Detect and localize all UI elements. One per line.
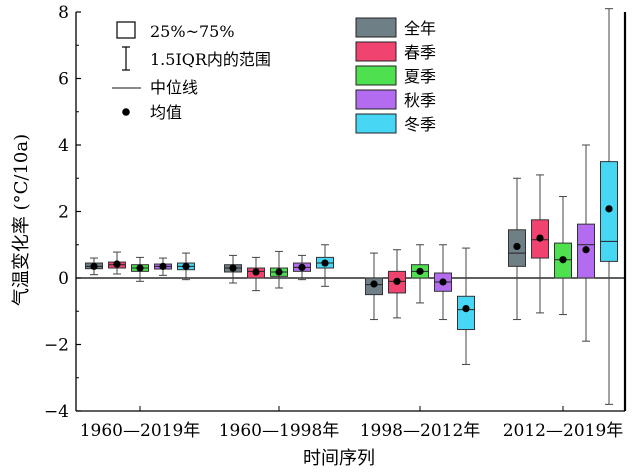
box-1-4: [316, 244, 334, 287]
x-tick-label: 1960—1998年: [219, 421, 340, 441]
box-3-0: [508, 177, 526, 321]
box-2-2: [411, 244, 429, 304]
y-tick-label: 4: [58, 136, 69, 156]
box-0-4: [177, 252, 195, 281]
legend-series-label: 春季: [404, 43, 436, 62]
mean-dot: [136, 264, 144, 272]
legend-box-glyph: [116, 21, 136, 39]
mean-dot: [90, 262, 98, 270]
legend-swatch: [355, 41, 397, 62]
box-1-1: [247, 256, 265, 292]
legend-label-mean: 均值: [150, 103, 182, 122]
legend-stats: 25%~75% 1.5IQR内的范围 中位线 均值: [150, 22, 271, 122]
y-tick-label: 6: [58, 70, 69, 90]
plot-area: [76, 8, 625, 405]
x-tick-label: 1998—2012年: [360, 421, 481, 441]
mean-dot: [370, 280, 378, 288]
box-2-3: [434, 244, 452, 321]
mean-dot: [159, 262, 167, 270]
box-2-4: [457, 247, 475, 365]
box-2-1: [388, 249, 406, 319]
y-tick-label: −2: [44, 336, 69, 356]
mean-dot: [275, 268, 283, 276]
mean-dot: [182, 262, 190, 270]
y-tick-label: 8: [58, 3, 69, 23]
legend-series-label: 全年: [404, 19, 436, 38]
legend-series-label: 夏季: [404, 67, 436, 86]
mean-dot: [321, 259, 329, 267]
x-tick-label: 2012—2019年: [503, 421, 624, 441]
legend-label-median: 中位线: [150, 78, 198, 97]
legend-series-label: 秋季: [404, 91, 436, 110]
mean-dot: [416, 267, 424, 275]
box-1-3: [293, 254, 311, 281]
legend-swatch: [355, 65, 397, 86]
mean-dot: [462, 304, 470, 313]
mean-dot: [582, 246, 590, 254]
box-1-2: [270, 250, 288, 289]
axes: −4 −2 0 2 4 6 8 1960—2019年 1960—1998年 1998—2012年 2…: [44, 3, 627, 441]
legend-label-whisker: 1.5IQR内的范围: [150, 50, 271, 69]
legend-swatch: [355, 89, 397, 110]
box-0-2: [131, 256, 149, 282]
box-3-2: [554, 196, 572, 316]
y-axis-title: 气温变化率 (°C/10a): [11, 134, 32, 306]
mean-dot: [559, 256, 567, 264]
mean-dot: [298, 263, 306, 271]
mean-dot: [393, 277, 401, 285]
box-3-1: [531, 174, 549, 314]
box-0-3: [154, 257, 172, 276]
box-1-0: [224, 254, 242, 284]
mean-dot: [252, 268, 260, 276]
legend-series-label: 冬季: [404, 115, 436, 134]
legend-swatch: [355, 17, 397, 38]
y-tick-label: −4: [44, 402, 69, 422]
legend-mean-glyph: [122, 108, 130, 116]
legend-label-box: 25%~75%: [150, 22, 235, 41]
x-tick-label: 1960—2019年: [80, 421, 201, 441]
box-3-4: [600, 8, 618, 405]
y-tick-label: 2: [58, 203, 69, 223]
mean-dot: [536, 234, 544, 242]
legend-glyphs: [112, 21, 141, 116]
box-0-1: [108, 251, 126, 275]
x-axis-title: 时间序列: [303, 448, 375, 469]
box-2-0: [365, 252, 383, 321]
mean-dot: [113, 260, 121, 268]
legend-whisker-glyph: [122, 46, 130, 71]
mean-dot: [513, 242, 521, 251]
mean-dot: [439, 278, 447, 286]
mean-dot: [605, 205, 613, 213]
legend-swatch: [355, 113, 397, 134]
mean-dot: [229, 264, 237, 272]
iqr-box: [457, 295, 475, 331]
y-tick-label: 0: [58, 269, 69, 289]
box-3-3: [577, 144, 595, 342]
box-0-0: [85, 257, 103, 276]
